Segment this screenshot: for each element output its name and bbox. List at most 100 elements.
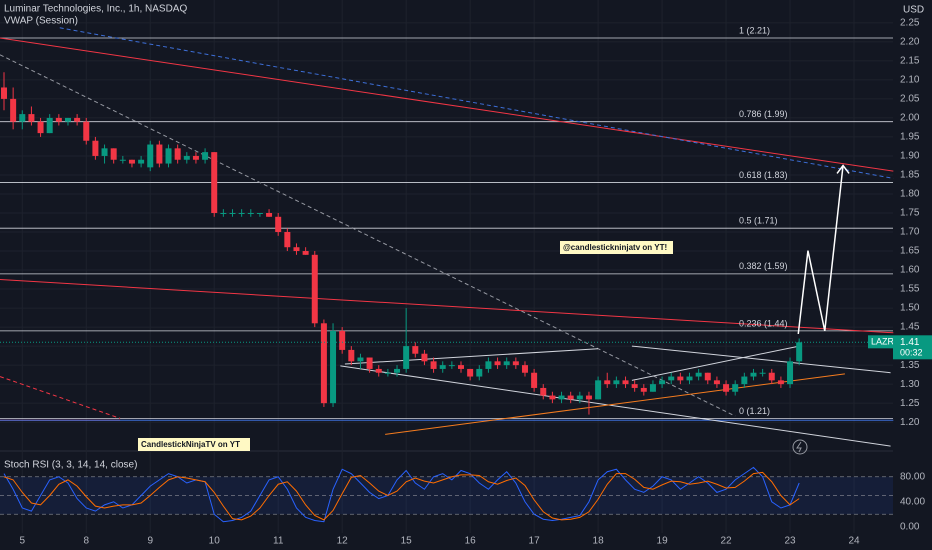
trend-line: [797, 165, 844, 335]
plot: [0, 27, 894, 447]
y-tick-label: 1.70: [900, 227, 920, 238]
alert-icon[interactable]: [792, 439, 808, 455]
stoch-line: [3, 466, 800, 523]
candle-body: [256, 212, 263, 214]
candle-body: [183, 155, 190, 160]
candle-body: [723, 384, 730, 392]
y-tick-label: 1.35: [900, 360, 920, 371]
trend-line: [0, 279, 894, 334]
x-tick-label: 12: [337, 536, 349, 547]
candle-body: [220, 212, 227, 214]
annotation: CandlestickNinjaTV on YT: [141, 440, 240, 449]
trend-line: [59, 27, 894, 179]
candle-body: [247, 212, 254, 214]
y-tick-label: 2.20: [900, 36, 920, 47]
fib-label: 0.236 (1.44): [739, 318, 788, 328]
trend-line: [344, 348, 599, 365]
candle-body: [1, 87, 7, 99]
candle-body: [467, 368, 474, 377]
stoch-tick-label: 0.00: [900, 521, 920, 532]
candle-body: [46, 117, 53, 134]
y-tick-label: 1.85: [900, 170, 920, 181]
y-tick-label: 1.75: [900, 208, 920, 219]
candle-body: [266, 212, 273, 217]
y-tick-label: 1.65: [900, 246, 920, 257]
candle-body: [128, 159, 135, 164]
candle-body: [74, 117, 81, 122]
y-tick-label: 1.60: [900, 265, 920, 276]
x-tick-label: 22: [720, 536, 732, 547]
chart-title: Luminar Technologies, Inc., 1h, NASDAQ: [4, 4, 187, 15]
fib-label: 0 (1.21): [739, 406, 770, 416]
candle-body: [293, 247, 300, 252]
symbol-label: LAZR: [871, 337, 895, 347]
x-tick-label: 5: [19, 536, 25, 547]
trend-line: [631, 345, 800, 381]
candle-body: [412, 346, 419, 354]
candle-body: [512, 361, 519, 366]
candle-body: [83, 121, 90, 141]
candle-body: [421, 353, 428, 362]
candle-body: [540, 387, 547, 396]
trend-line: [631, 345, 891, 374]
candle-body: [476, 368, 483, 377]
candle-body: [549, 395, 556, 400]
candle-body: [238, 212, 245, 214]
candle-body: [384, 372, 391, 374]
candle-body: [430, 361, 437, 369]
y-tick-label: 2.00: [900, 113, 920, 124]
y-tick-label: 2.10: [900, 75, 920, 86]
trend-line: [0, 54, 736, 417]
candle-body: [147, 144, 154, 168]
candle-body: [777, 380, 784, 385]
x-tick-label: 9: [147, 536, 153, 547]
candle-body: [202, 152, 209, 160]
y-tick-label: 1.50: [900, 303, 920, 314]
x-tick-label: 18: [593, 536, 605, 547]
candle-body: [558, 395, 565, 400]
fib-label: 1 (2.21): [739, 25, 770, 35]
candle-body: [613, 380, 620, 385]
alert-icon-bolt: [796, 441, 802, 453]
x-tick-label: 16: [465, 536, 477, 547]
candle-body: [567, 395, 574, 400]
candle-body: [284, 232, 291, 248]
candle-body: [649, 384, 656, 392]
x-tick-label: 23: [784, 536, 796, 547]
candle-body: [668, 376, 675, 381]
candle-body: [174, 148, 181, 160]
candle-body: [165, 148, 172, 164]
candle-body: [403, 346, 410, 369]
candle-body: [394, 368, 401, 373]
candle-body: [101, 148, 108, 156]
y-tick-label: 1.20: [900, 417, 920, 428]
stoch-line: [3, 471, 800, 521]
stoch-tick-label: 40.00: [900, 496, 925, 507]
candle-body: [521, 365, 528, 373]
y-tick-label: 1.95: [900, 132, 920, 143]
candle-body: [302, 251, 309, 255]
candle-body: [366, 357, 373, 369]
candle-body: [10, 98, 17, 122]
annotation-box: [138, 438, 250, 451]
candle-body: [110, 148, 117, 160]
x-tick-label: 15: [401, 536, 413, 547]
candle-body: [622, 380, 629, 385]
x-tick-label: 17: [529, 536, 541, 547]
y-tick-label: 1.45: [900, 322, 920, 333]
trend-line: [340, 365, 891, 447]
fib-label: 0.618 (1.83): [739, 170, 788, 180]
x-tick-label: 10: [209, 536, 221, 547]
symbol-tag: [868, 335, 893, 349]
fib-label: 0.786 (1.99): [739, 109, 788, 119]
candle-body: [704, 372, 711, 381]
trend-line: [385, 373, 845, 435]
trend-line: [0, 37, 894, 172]
candle-body: [576, 395, 583, 400]
y-tick-label: 1.80: [900, 189, 920, 200]
candle-body: [375, 368, 382, 373]
candle-body: [357, 357, 364, 362]
x-tick-label: 11: [273, 536, 284, 547]
annotation: @candlestickninjatv on YT!: [563, 243, 667, 252]
last-price: 1.41: [900, 337, 920, 348]
